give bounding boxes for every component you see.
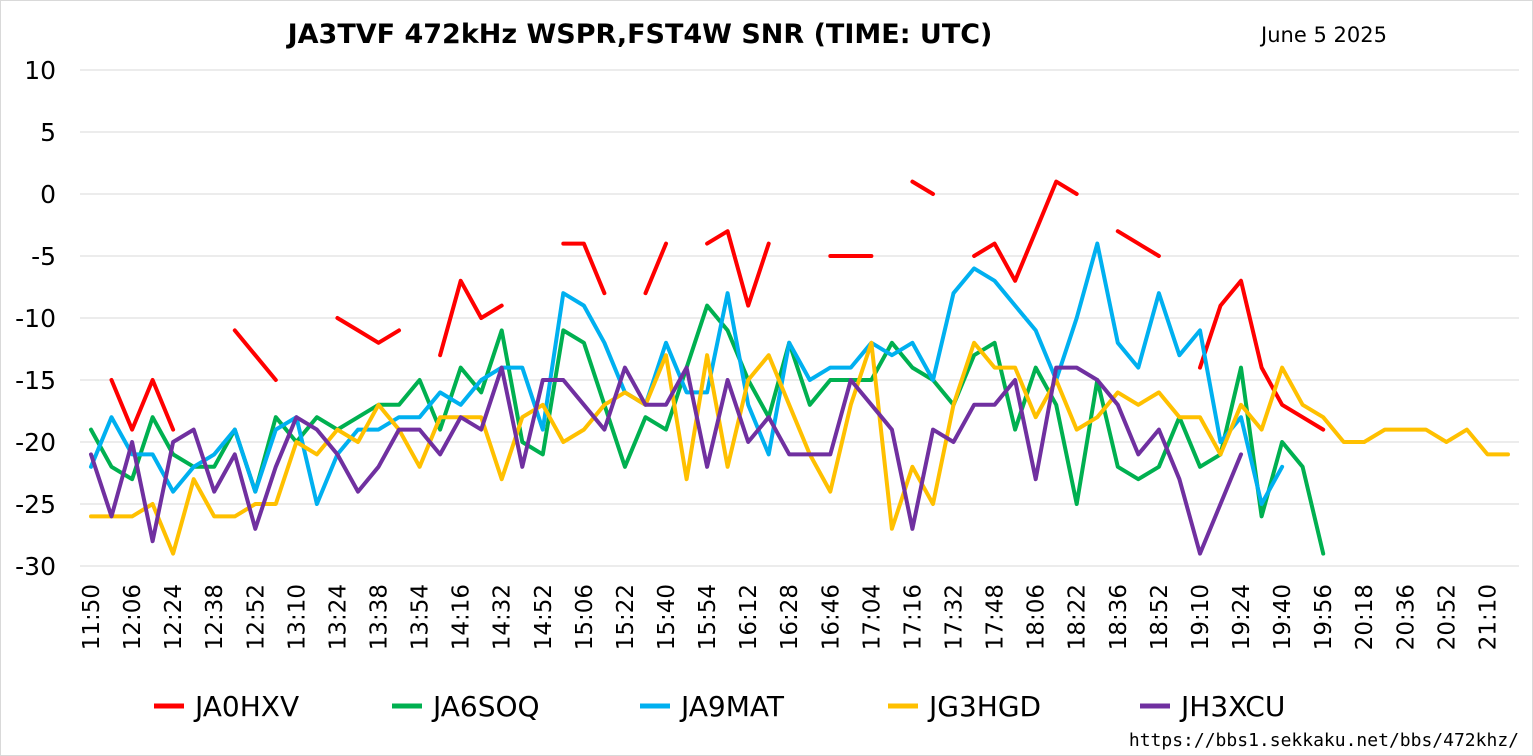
x-tick-label: 15:40 xyxy=(654,584,680,650)
x-tick-label: 18:52 xyxy=(1147,584,1173,650)
series-line-ja9mat xyxy=(89,241,1285,506)
x-tick-label: 13:24 xyxy=(325,584,351,650)
x-tick-label: 12:38 xyxy=(202,584,228,650)
y-tick-label: 5 xyxy=(40,118,56,147)
y-tick-label: -10 xyxy=(15,304,56,333)
x-axis-ticks: 11:50 12:06 12:24 12:38 12:52 13:10 13:24 13:38… xyxy=(79,584,1501,650)
x-tick-label: 17:16 xyxy=(900,584,926,650)
x-tick-label: 17:48 xyxy=(983,584,1009,650)
x-tick-label: 20:52 xyxy=(1434,584,1460,650)
legend-item-ja0hxv: JA0HXV xyxy=(154,690,299,723)
x-tick-label: 15:06 xyxy=(572,584,598,650)
x-tick-label: 12:24 xyxy=(161,584,187,650)
y-tick-label: -5 xyxy=(31,242,56,271)
x-tick-label: 18:22 xyxy=(1065,584,1091,650)
legend: JA0HXV JA6SOQ JA9MAT JG3HGD JH3XCU xyxy=(154,690,1285,723)
x-tick-label: 13:54 xyxy=(408,584,434,650)
x-tick-label: 15:22 xyxy=(613,584,639,650)
x-tick-label: 12:06 xyxy=(120,584,146,650)
legend-label: JA0HXV xyxy=(193,690,299,723)
legend-label: JH3XCU xyxy=(1179,690,1285,723)
x-tick-label: 20:18 xyxy=(1352,584,1378,650)
x-tick-label: 19:40 xyxy=(1270,584,1296,650)
x-tick-label: 13:10 xyxy=(284,584,310,650)
x-tick-label: 16:12 xyxy=(736,584,762,650)
y-tick-label: -15 xyxy=(15,366,56,395)
y-tick-label: -30 xyxy=(15,552,56,581)
legend-label: JG3HGD xyxy=(927,690,1041,723)
x-tick-label: 18:06 xyxy=(1024,584,1050,650)
legend-label: JA9MAT xyxy=(679,690,785,723)
x-tick-label: 19:24 xyxy=(1229,584,1255,650)
y-tick-label: 10 xyxy=(24,56,56,85)
x-tick-label: 12:52 xyxy=(243,584,269,650)
series-line-ja0hxv xyxy=(109,179,1326,432)
legend-item-jh3xcu: JH3XCU xyxy=(1140,690,1285,723)
x-tick-label: 19:56 xyxy=(1311,584,1337,650)
x-tick-label: 16:28 xyxy=(777,584,803,650)
x-tick-label: 11:50 xyxy=(79,584,105,650)
y-axis-ticks: 10 5 0 -5 -10 -15 -20 -25 -30 xyxy=(15,56,56,581)
x-tick-label: 17:04 xyxy=(859,584,885,650)
x-tick-label: 18:36 xyxy=(1106,584,1132,650)
x-tick-label: 15:54 xyxy=(695,584,721,650)
series-line-jh3xcu xyxy=(89,365,1243,556)
x-tick-label: 13:38 xyxy=(367,584,393,650)
legend-item-jg3hgd: JG3HGD xyxy=(888,690,1041,723)
source-url: https://bbs1.sekkaku.net/bbs/472khz/ xyxy=(1129,730,1519,751)
x-tick-label: 21:10 xyxy=(1475,584,1501,650)
legend-item-ja9mat: JA9MAT xyxy=(640,690,785,723)
x-tick-label: 19:10 xyxy=(1188,584,1214,650)
x-tick-label: 17:32 xyxy=(942,584,968,650)
legend-item-ja6soq: JA6SOQ xyxy=(392,690,540,723)
y-tick-label: -25 xyxy=(15,490,56,519)
x-tick-label: 16:46 xyxy=(818,584,844,650)
chart-title: JA3TVF 472kHz WSPR,FST4W SNR (TIME: UTC) xyxy=(286,19,993,50)
gridlines xyxy=(80,69,1519,567)
series-lines xyxy=(89,179,1510,556)
x-tick-label: 14:52 xyxy=(531,584,557,650)
legend-label: JA6SOQ xyxy=(431,690,540,723)
y-tick-label: -20 xyxy=(15,428,56,457)
chart-date: June 5 2025 xyxy=(1259,23,1387,47)
x-tick-label: 14:32 xyxy=(490,584,516,650)
y-tick-label: 0 xyxy=(40,180,56,209)
x-tick-label: 14:16 xyxy=(449,584,475,650)
x-tick-label: 20:36 xyxy=(1393,584,1419,650)
